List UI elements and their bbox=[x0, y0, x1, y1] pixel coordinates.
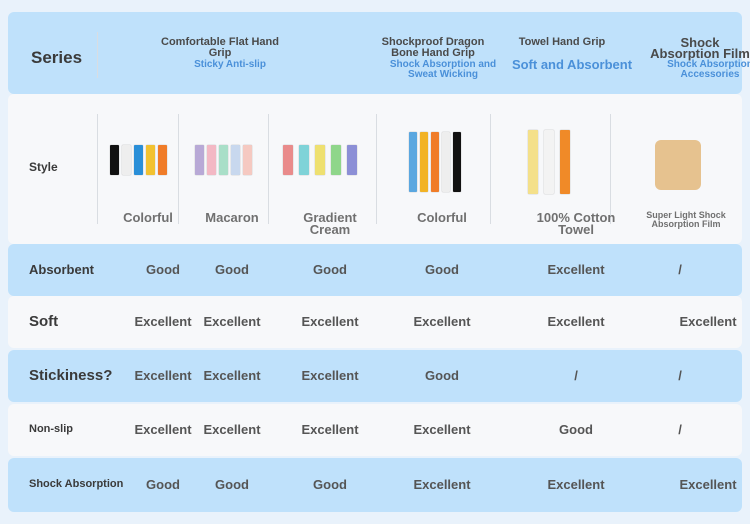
rating: Excellent bbox=[301, 422, 359, 437]
divider bbox=[490, 114, 491, 224]
rating: Excellent bbox=[547, 262, 605, 277]
divider bbox=[610, 114, 611, 224]
rating: Excellent bbox=[679, 314, 737, 329]
series-tagline: Shock Absorption and Sweat Wicking bbox=[389, 59, 497, 80]
rating: Excellent bbox=[413, 477, 471, 492]
row-label: Stickiness? bbox=[29, 366, 113, 384]
rating: Excellent bbox=[134, 314, 192, 329]
style-swatch bbox=[122, 145, 131, 175]
style-swatch bbox=[134, 145, 143, 175]
rating: Excellent bbox=[203, 422, 261, 437]
style-swatch bbox=[146, 145, 155, 175]
style-swatch bbox=[560, 130, 570, 194]
style-swatch bbox=[243, 145, 252, 175]
divider bbox=[268, 114, 269, 224]
style-swatch bbox=[219, 145, 228, 175]
rating: Excellent bbox=[679, 477, 737, 492]
row-label: Absorbent bbox=[29, 261, 94, 277]
style-swatch bbox=[231, 145, 240, 175]
rating: / bbox=[678, 368, 682, 383]
rating: Good bbox=[425, 262, 459, 277]
rating: / bbox=[678, 422, 682, 437]
rating: Excellent bbox=[134, 422, 192, 437]
table-row bbox=[8, 404, 742, 456]
rating: Excellent bbox=[547, 477, 605, 492]
series-name: Comfortable Flat Hand Grip bbox=[161, 36, 279, 59]
style-swatch bbox=[544, 130, 554, 194]
style-swatch bbox=[207, 145, 216, 175]
style-swatch bbox=[528, 130, 538, 194]
style-label: Style bbox=[29, 160, 58, 174]
style-swatch bbox=[420, 132, 428, 192]
series-name: Shockproof Dragon Bone Hand Grip bbox=[381, 36, 485, 59]
style-swatch bbox=[409, 132, 417, 192]
divider bbox=[97, 114, 98, 224]
film-roll bbox=[655, 140, 701, 190]
rating: Good bbox=[146, 262, 180, 277]
style-name: Colorful bbox=[417, 210, 467, 225]
rating: Excellent bbox=[203, 368, 261, 383]
rating: Good bbox=[559, 422, 593, 437]
rating: Excellent bbox=[134, 368, 192, 383]
style-swatch bbox=[283, 145, 293, 175]
rating: / bbox=[574, 368, 578, 383]
rating: Good bbox=[215, 262, 249, 277]
table-row bbox=[8, 296, 742, 348]
style-swatch bbox=[431, 132, 439, 192]
rating: Excellent bbox=[203, 314, 261, 329]
style-name: Colorful bbox=[123, 210, 173, 225]
style-swatch bbox=[453, 132, 461, 192]
header-label: Series bbox=[31, 48, 83, 67]
series-name: Shock Absorption Film bbox=[650, 35, 750, 61]
row-label: Shock Absorption bbox=[29, 477, 124, 490]
row-label: Non-slip bbox=[29, 422, 73, 435]
style-name: Gradient Cream bbox=[303, 210, 357, 237]
rating: Good bbox=[425, 368, 459, 383]
series-name: Towel Hand Grip bbox=[518, 36, 606, 48]
table-row bbox=[8, 350, 742, 402]
style-swatch bbox=[110, 145, 119, 175]
divider bbox=[178, 114, 179, 224]
style-name: 100% Cotton Towel bbox=[536, 210, 616, 237]
style-swatch bbox=[299, 145, 309, 175]
style-swatch bbox=[347, 145, 357, 175]
rating: Excellent bbox=[413, 314, 471, 329]
rating: Excellent bbox=[301, 368, 359, 383]
style-swatch bbox=[331, 145, 341, 175]
series-tagline: Sticky Anti-slip bbox=[194, 59, 266, 70]
table-row bbox=[8, 458, 742, 512]
divider bbox=[97, 32, 98, 78]
rating: Excellent bbox=[547, 314, 605, 329]
rating: Good bbox=[146, 477, 180, 492]
style-swatch bbox=[158, 145, 167, 175]
rating: Excellent bbox=[413, 422, 471, 437]
style-swatch bbox=[315, 145, 325, 175]
rating: Good bbox=[313, 262, 347, 277]
row-label: Soft bbox=[29, 312, 59, 330]
style-name: Macaron bbox=[205, 210, 259, 225]
rating: Good bbox=[215, 477, 249, 492]
divider bbox=[376, 114, 377, 224]
table-row bbox=[8, 244, 742, 296]
rating: / bbox=[678, 262, 682, 277]
style-name: Super Light Shock Absorption Film bbox=[646, 210, 726, 229]
style-swatch bbox=[195, 145, 204, 175]
series-tagline: Soft and Absorbent bbox=[511, 57, 633, 72]
rating: Excellent bbox=[301, 314, 359, 329]
rating: Good bbox=[313, 477, 347, 492]
header-row bbox=[8, 12, 742, 94]
style-swatch bbox=[442, 132, 450, 192]
series-tagline: Shock Absorption Accessories bbox=[667, 59, 750, 80]
